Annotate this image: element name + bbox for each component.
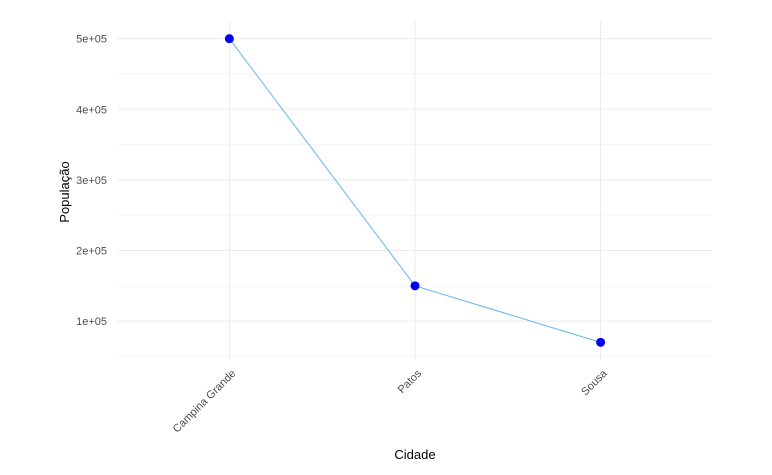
data-point — [224, 34, 234, 44]
y-tick-label: 2e+05 — [76, 246, 107, 258]
major-gridlines — [118, 21, 712, 360]
data-point — [596, 337, 606, 347]
y-axis-tick-labels: 1e+05 2e+05 3e+05 4e+05 5e+05 — [76, 34, 107, 329]
x-tick-label: Sousa — [579, 367, 610, 398]
y-tick-label: 4e+05 — [76, 104, 107, 116]
data-point — [410, 281, 420, 291]
x-axis-tick-labels: Campina Grande Patos Sousa — [171, 367, 611, 435]
y-tick-label: 3e+05 — [76, 175, 107, 187]
x-tick-label: Campina Grande — [171, 368, 239, 436]
y-tick-label: 1e+05 — [76, 316, 107, 328]
y-axis-title: População — [57, 161, 72, 222]
x-tick-label: Patos — [396, 367, 425, 396]
x-axis-title: Cidade — [394, 447, 435, 462]
series-layer — [224, 34, 606, 347]
y-tick-label: 5e+05 — [76, 34, 107, 46]
